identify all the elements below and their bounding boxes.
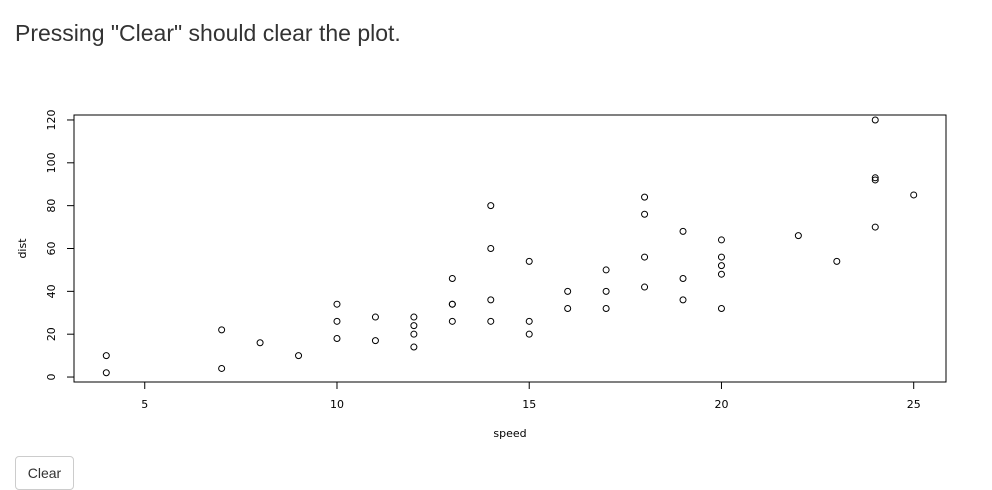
data-point (371, 313, 379, 321)
data-point (602, 304, 610, 312)
x-tick-label: 15 (522, 398, 536, 411)
y-tick-label: 0 (45, 374, 58, 381)
data-point (525, 317, 533, 325)
y-tick-label: 20 (45, 327, 58, 341)
data-point (333, 317, 341, 325)
data-point (525, 330, 533, 338)
data-point (641, 193, 649, 201)
data-point (641, 283, 649, 291)
data-point (487, 245, 495, 252)
data-point (833, 257, 841, 265)
data-point (679, 274, 687, 282)
clear-button[interactable]: Clear (15, 456, 74, 490)
y-tick-label: 120 (45, 109, 58, 130)
data-point (717, 270, 725, 278)
data-point (717, 304, 725, 312)
data-point (871, 176, 879, 184)
data-point (410, 330, 418, 338)
data-point (564, 304, 572, 312)
y-axis: 0 20 40 60 80 100 120 (45, 109, 75, 381)
data-point (410, 343, 418, 351)
data-point (717, 236, 725, 244)
data-point (602, 266, 610, 274)
data-point (525, 257, 533, 265)
data-point (410, 313, 418, 321)
plot-frame (73, 114, 947, 383)
data-point (371, 337, 379, 345)
y-tick-label: 60 (45, 242, 58, 256)
data-point (333, 300, 341, 308)
data-point (448, 317, 456, 325)
y-tick-label: 100 (45, 152, 58, 173)
data-point (218, 364, 226, 372)
y-axis-label: dist (16, 238, 29, 259)
data-point (679, 227, 687, 235)
data-point (641, 210, 649, 218)
x-tick-label: 25 (907, 398, 921, 411)
y-tick-label: 40 (45, 284, 58, 298)
data-point (717, 262, 725, 270)
x-tick-label: 10 (330, 398, 344, 411)
data-point (102, 369, 110, 377)
data-point (448, 300, 456, 308)
data-point (871, 116, 879, 124)
x-axis: 5 10 15 20 25 (141, 381, 921, 411)
data-point (871, 174, 879, 182)
data-point (448, 274, 456, 282)
page-title: Pressing "Clear" should clear the plot. (15, 20, 401, 46)
data-point (641, 253, 649, 261)
x-axis-label: speed (493, 427, 526, 440)
data-point (487, 202, 495, 210)
data-point (256, 339, 264, 347)
x-tick-label: 5 (141, 398, 148, 411)
data-point (487, 296, 495, 304)
data-points (102, 116, 918, 377)
y-tick-label: 80 (45, 199, 58, 213)
x-tick-label: 20 (714, 398, 728, 411)
data-point (871, 223, 879, 231)
data-point (410, 322, 418, 330)
data-point (564, 287, 572, 295)
data-point (910, 191, 918, 199)
data-point (602, 287, 610, 295)
data-point (218, 326, 226, 334)
scatter-plot: 5 10 15 20 25 0 20 40 60 80 100 120 speed dist (16, 109, 947, 440)
data-point (333, 334, 341, 342)
data-point (102, 352, 110, 360)
data-point (487, 317, 495, 325)
data-point (679, 296, 687, 304)
data-point (295, 352, 303, 360)
data-point (794, 232, 802, 240)
data-point (717, 253, 725, 261)
